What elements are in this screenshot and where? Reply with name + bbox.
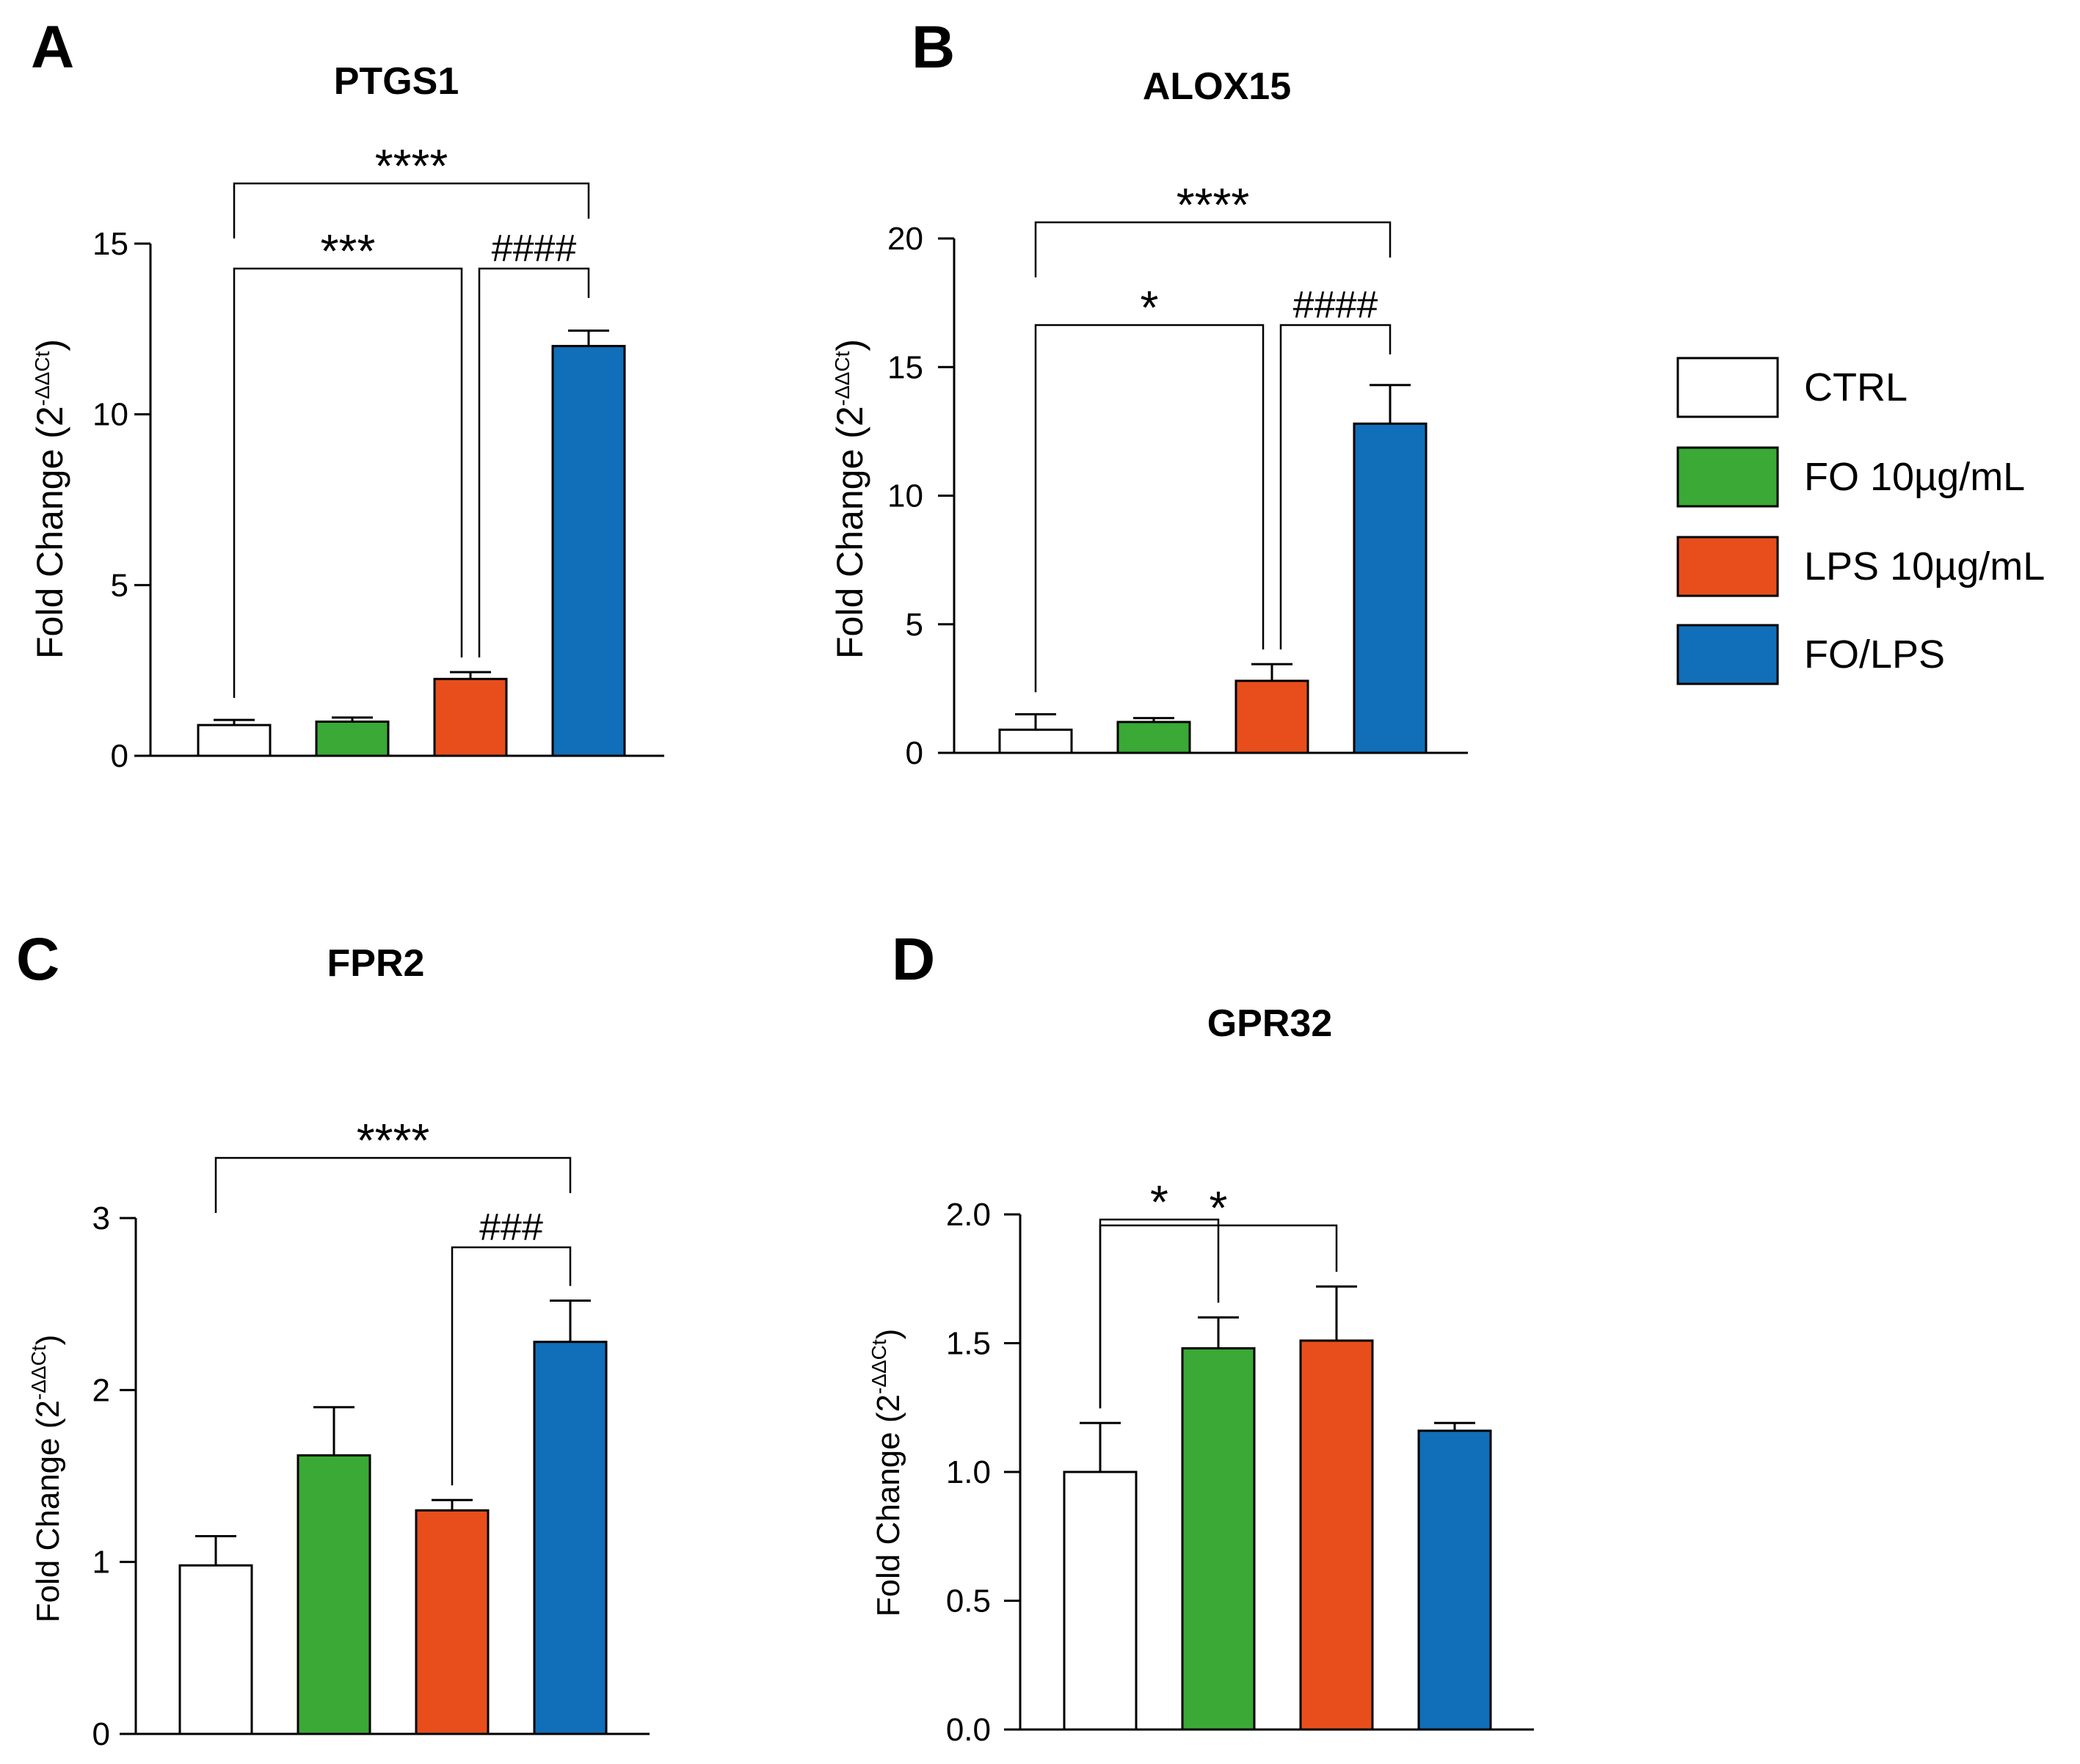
bar-lps [1234, 679, 1309, 754]
y-tick-label: 1.0 [946, 1454, 991, 1490]
legend-label: LPS 10µg/mL [1804, 544, 2045, 588]
panel-title: ALOX15 [1143, 65, 1291, 108]
y-tick-label: 20 [887, 221, 923, 257]
hash-label: #### [1293, 284, 1378, 327]
y-tick-label: 0 [906, 735, 923, 771]
panel-letter: B [912, 14, 955, 81]
significance-label: **** [375, 139, 448, 192]
significance-label: **** [357, 1114, 430, 1167]
y-axis-label: Fold Change (2-ΔΔCt) [868, 1329, 906, 1617]
bar-fo [315, 720, 390, 757]
y-tick-label: 15 [92, 226, 128, 262]
legend-swatch-1 [1676, 446, 1779, 508]
bar-lps [433, 677, 508, 757]
y-tick-label: 5 [906, 607, 923, 643]
significance-bracket [233, 267, 463, 699]
panel-letter: D [892, 926, 935, 993]
significance-bracket [478, 267, 590, 657]
y-axis-label: Fold Change (2-ΔΔCt) [29, 339, 70, 659]
significance-bracket [1099, 1224, 1338, 1409]
bar-ctrl [1063, 1470, 1138, 1731]
bar-ctrl [998, 728, 1073, 754]
panel-letter: A [31, 14, 74, 81]
bar-fo-lps [1353, 422, 1428, 754]
panel-title: FPR2 [327, 942, 425, 985]
y-tick-label: 2 [92, 1372, 110, 1408]
bar-fo-lps [551, 345, 626, 757]
significance-label: * [1141, 281, 1159, 334]
panel-c: C FPR2 0 1 2 3 Fold Change (2-ΔΔCt) **** ### [16, 926, 650, 1752]
legend-label: CTRL [1804, 365, 1908, 409]
significance-label: * [1210, 1181, 1228, 1234]
y-axis-label: Fold Change (2-ΔΔCt) [829, 339, 870, 659]
bar-ctrl [197, 724, 272, 757]
hash-label: #### [492, 227, 577, 270]
significance-label: **** [1177, 178, 1250, 231]
bar-lps [1299, 1339, 1374, 1731]
y-tick-label: 1.5 [946, 1326, 991, 1362]
y-tick-label: 0.0 [946, 1712, 991, 1748]
significance-label: * [1150, 1176, 1168, 1228]
bar-fo-lps [1417, 1429, 1492, 1731]
y-tick-label: 0 [111, 738, 128, 774]
significance-bracket [233, 182, 590, 238]
y-tick-label: 0 [92, 1716, 110, 1752]
panel-letter: C [16, 926, 59, 993]
y-tick-label: 10 [92, 397, 128, 433]
bar-fo [1181, 1347, 1256, 1731]
bar-fo-lps [533, 1341, 608, 1735]
y-tick-label: 15 [887, 349, 923, 385]
significance-label: *** [321, 225, 376, 277]
legend-swatch-3 [1676, 624, 1779, 685]
y-tick-label: 5 [111, 567, 128, 603]
legend-label: FO 10µg/mL [1804, 455, 2025, 499]
panel-title: GPR32 [1207, 1002, 1333, 1045]
panel-title: PTGS1 [334, 60, 459, 103]
panel-d: D GPR32 0.0 0.5 1.0 1.5 2.0 Fold Change (2-ΔΔCt… [868, 926, 1534, 1748]
significance-bracket [451, 1246, 572, 1486]
significance-bracket [1034, 221, 1392, 277]
y-tick-label: 2.0 [946, 1197, 991, 1233]
hash-label: ### [479, 1206, 543, 1249]
y-tick-label: 10 [887, 478, 923, 514]
y-tick-label: 1 [92, 1545, 110, 1581]
bar-ctrl [178, 1564, 253, 1735]
bar-fo [297, 1454, 371, 1735]
y-tick-label: 0.5 [946, 1583, 991, 1619]
legend-swatch-0 [1676, 357, 1779, 418]
bar-fo [1116, 721, 1191, 754]
legend-swatch-2 [1676, 536, 1779, 597]
significance-bracket [214, 1156, 572, 1213]
significance-bracket [1279, 324, 1392, 650]
y-axis-label: Fold Change (2-ΔΔCt) [27, 1335, 66, 1623]
significance-bracket [1034, 324, 1265, 693]
legend-label: FO/LPS [1804, 633, 1945, 677]
y-tick-label: 3 [92, 1200, 110, 1236]
legend: CTRL FO 10µg/mL LPS 10µg/mL FO/LPS [1676, 357, 2045, 685]
bar-lps [415, 1509, 490, 1735]
